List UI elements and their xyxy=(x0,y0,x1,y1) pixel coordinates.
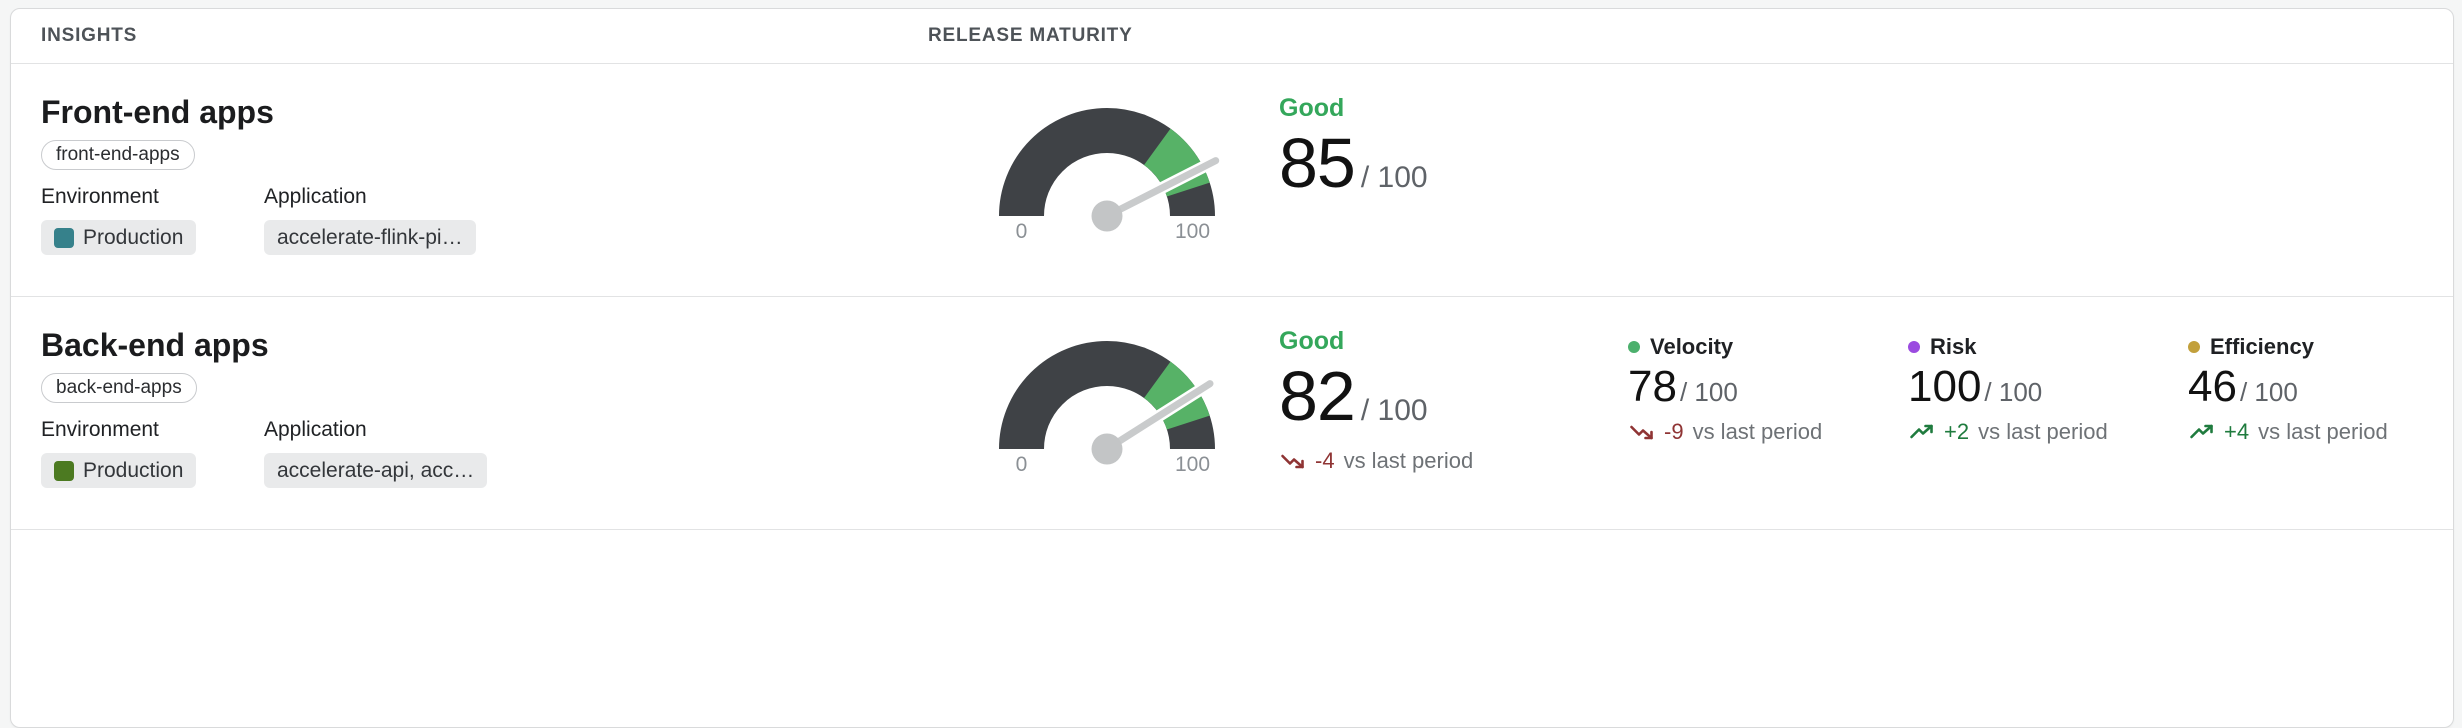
gauge-needle xyxy=(1103,380,1214,453)
trend-up-icon xyxy=(2190,424,2213,439)
application-label: Application xyxy=(264,185,367,208)
environment-label: Environment xyxy=(41,185,159,208)
trend-down-icon xyxy=(1281,454,1304,469)
score-value: 85 xyxy=(1279,124,1356,202)
insight-title[interactable]: Front-end apps xyxy=(41,94,274,130)
maturity-score: Good 82 / 100 -4 vs last period xyxy=(1279,327,1473,473)
metric-velocity: Velocity 78 / 100 -9 vs last period xyxy=(1628,335,1822,444)
insights-column-header: INSIGHTS xyxy=(41,25,138,46)
environment-chip: Production xyxy=(41,220,197,255)
maturity-gauge: 0 100 xyxy=(999,341,1217,476)
release-maturity-column-header: RELEASE MATURITY xyxy=(928,25,1133,46)
gauge-max-label: 100 xyxy=(1175,220,1210,243)
metric-trend: -9 vs last period xyxy=(1628,420,1822,444)
environment-color-swatch xyxy=(54,460,74,481)
metric-dot xyxy=(1628,341,1640,353)
trend-down-icon xyxy=(1630,425,1653,440)
environment-name: Production xyxy=(83,458,184,482)
insight-tag-pill: back-end-apps xyxy=(41,373,197,403)
table-header: INSIGHTS RELEASE MATURITY xyxy=(11,9,2453,64)
metric-risk: Risk 100 / 100 +2 vs last period xyxy=(1908,335,2108,444)
trend-delta: +2 xyxy=(1944,419,1970,445)
metric-name: Efficiency xyxy=(2210,334,2314,359)
metric-efficiency: Efficiency 46 / 100 +4 vs last period xyxy=(2188,335,2388,444)
score-value: 82 xyxy=(1279,357,1356,435)
metric-name: Risk xyxy=(1930,334,1977,359)
application-chip[interactable]: accelerate-flink-pi… xyxy=(264,220,476,255)
score-trend: -4 vs last period xyxy=(1279,449,1473,473)
environment-color-swatch xyxy=(54,227,74,248)
table-row: Back-end apps back-end-apps Environment … xyxy=(11,297,2453,530)
score-denominator: / 100 xyxy=(1360,394,1428,427)
insight-info: Back-end apps back-end-apps Environment … xyxy=(41,327,488,488)
trend-suffix: vs last period xyxy=(2258,419,2388,445)
environment-label: Environment xyxy=(41,418,159,441)
gauge-max-label: 100 xyxy=(1175,453,1210,476)
environment-name: Production xyxy=(83,225,184,249)
metric-dot xyxy=(1908,341,1920,353)
metric-trend: +2 vs last period xyxy=(1908,420,2108,444)
application-chip[interactable]: accelerate-api, acc… xyxy=(264,453,488,488)
trend-suffix: vs last period xyxy=(1343,448,1474,473)
insight-tag-pill: front-end-apps xyxy=(41,140,195,170)
metric-denominator: / 100 xyxy=(2239,377,2298,407)
maturity-gauge: 0 100 xyxy=(999,108,1222,243)
insight-info: Front-end apps front-end-apps Environmen… xyxy=(41,94,476,255)
trend-delta: -9 xyxy=(1664,419,1684,445)
gauge-hub xyxy=(1091,433,1123,465)
metric-name: Velocity xyxy=(1650,334,1734,359)
metric-denominator: / 100 xyxy=(1679,377,1738,407)
metric-value: 46 xyxy=(2188,362,2237,411)
score-status: Good xyxy=(1279,94,1345,122)
gauge-hub xyxy=(1091,200,1123,232)
environment-chip: Production xyxy=(41,453,197,488)
score-denominator: / 100 xyxy=(1360,161,1428,194)
gauge-needle xyxy=(1103,157,1220,220)
trend-suffix: vs last period xyxy=(1978,419,2108,445)
gauge-band xyxy=(1143,128,1210,198)
metric-dot xyxy=(2188,341,2200,353)
trend-up-icon xyxy=(1910,424,1933,439)
application-label: Application xyxy=(264,418,367,441)
trend-delta: -4 xyxy=(1315,448,1335,473)
maturity-score: Good 85 / 100 xyxy=(1279,94,1428,198)
metric-trend: +4 vs last period xyxy=(2188,420,2388,444)
trend-suffix: vs last period xyxy=(1692,419,1823,445)
insight-title[interactable]: Back-end apps xyxy=(41,327,269,363)
table-row: Front-end apps front-end-apps Environmen… xyxy=(11,64,2453,297)
gauge-min-label: 0 xyxy=(1016,453,1028,476)
score-status: Good xyxy=(1279,327,1345,355)
trend-delta: +4 xyxy=(2224,419,2250,445)
insights-card: INSIGHTS RELEASE MATURITY Front-end apps… xyxy=(10,8,2454,728)
metric-value: 78 xyxy=(1628,362,1677,411)
gauge-min-label: 0 xyxy=(1016,220,1028,243)
metric-denominator: / 100 xyxy=(1984,377,2043,407)
metric-value: 100 xyxy=(1908,362,1982,411)
